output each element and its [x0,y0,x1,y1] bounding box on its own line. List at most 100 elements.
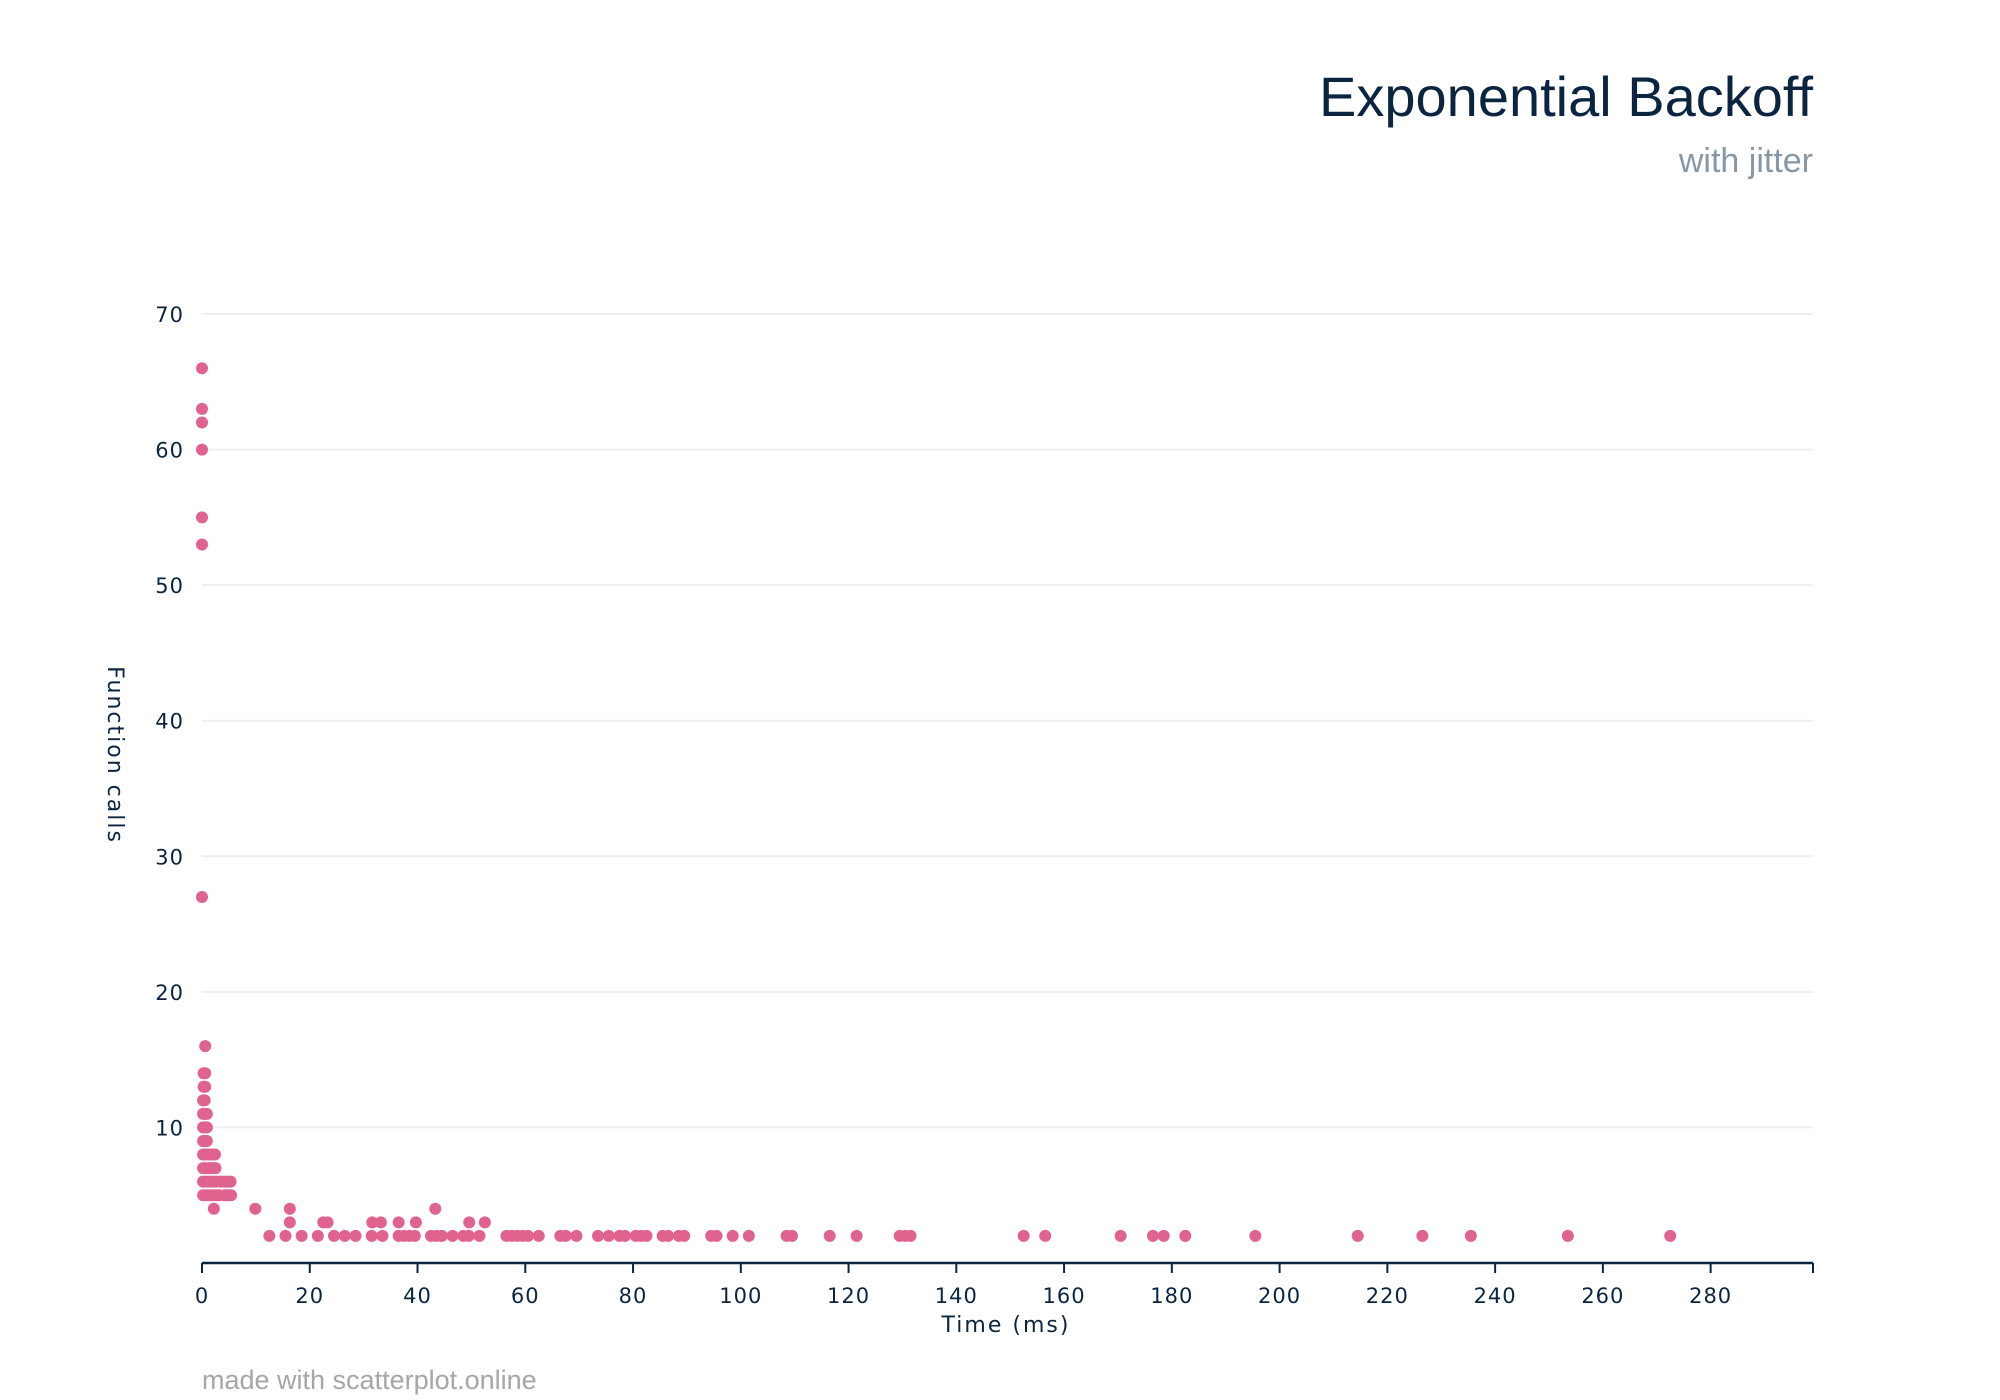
data-point [199,1080,212,1093]
data-point [376,1229,389,1242]
data-point [618,1229,631,1242]
data-point [196,511,208,524]
x-tick-labels: 0 20 40 60 80 100 120 140 160 180 200 220 240 260 280 [195,1263,1732,1308]
data-point [1146,1229,1159,1242]
data-point [196,402,208,415]
data-point [295,1229,308,1242]
data-point [662,1229,675,1242]
data-point [392,1216,405,1229]
x-tick-label: 80 [619,1284,648,1308]
data-point [199,1040,212,1053]
axes [202,1261,1814,1273]
y-axis-label: Function calls [102,666,127,844]
data-point [710,1229,723,1242]
data-point [208,1148,221,1161]
chart-title: Exponential Backoff [1319,65,1813,128]
data-point [1179,1229,1192,1242]
data-point [1017,1229,1030,1242]
data-point [462,1229,475,1242]
data-point [224,1175,237,1188]
data-point [338,1229,351,1242]
data-point [366,1216,379,1229]
data-point [225,1189,238,1202]
data-point [207,1202,220,1215]
x-tick-label: 60 [511,1284,540,1308]
data-point [349,1229,362,1242]
x-tick-label: 0 [195,1284,209,1308]
data-point [1416,1229,1429,1242]
data-point [463,1216,476,1229]
data-point [196,362,208,375]
data-point [409,1216,422,1229]
y-tick-label: 10 [155,1116,184,1140]
data-point [198,1094,211,1107]
data-point [196,443,208,456]
data-point [1561,1229,1574,1242]
x-tick-label: 240 [1474,1284,1517,1308]
x-tick-label: 160 [1043,1284,1086,1308]
x-tick-label: 20 [295,1284,324,1308]
data-point [321,1216,334,1229]
data-point [311,1229,324,1242]
y-tick-labels: 10 20 30 40 50 60 70 [155,303,184,1140]
data-point [850,1229,863,1242]
data-point [678,1229,691,1242]
x-tick-label: 180 [1150,1284,1193,1308]
data-point [559,1229,572,1242]
data-point [823,1229,836,1242]
data-point [249,1202,262,1215]
y-tick-label: 30 [155,845,184,869]
data-point [742,1229,755,1242]
y-tick-label: 70 [155,303,184,327]
data-point [200,1134,213,1147]
x-tick-label: 280 [1689,1284,1732,1308]
data-point [199,1067,212,1080]
x-axis-label: Time (ms) [941,1313,1071,1338]
x-tick-label: 100 [719,1284,762,1308]
data-point [1664,1229,1677,1242]
data-point [570,1229,583,1242]
data-point [1464,1229,1477,1242]
data-point [785,1229,798,1242]
x-tick-label: 220 [1366,1284,1409,1308]
data-point [592,1229,605,1242]
y-tick-label: 40 [155,710,184,734]
data-point [279,1229,292,1242]
data-point [726,1229,739,1242]
x-tick-label: 120 [827,1284,870,1308]
data-point [283,1202,296,1215]
data-point [365,1229,378,1242]
data-point [521,1229,534,1242]
y-tick-label: 20 [155,981,184,1005]
data-point [374,1216,387,1229]
data-point [532,1229,545,1242]
data-point [473,1229,486,1242]
data-point [200,1107,213,1120]
data-point [200,1121,213,1134]
data-point [408,1229,421,1242]
data-point [1039,1229,1052,1242]
data-point [1351,1229,1364,1242]
data-point [283,1216,296,1229]
data-point [1249,1229,1262,1242]
x-tick-label: 260 [1581,1284,1624,1308]
x-tick-label: 200 [1258,1284,1301,1308]
data-point [602,1229,615,1242]
data-point [263,1229,276,1242]
data-point [640,1229,653,1242]
x-tick-label: 140 [935,1284,978,1308]
data-point [196,416,208,429]
x-tick-label: 40 [403,1284,432,1308]
data-point [1114,1229,1127,1242]
data-points [196,362,1677,1242]
data-point [446,1229,459,1242]
chart-subtitle: with jitter [1678,142,1813,180]
gridlines [202,313,1813,1129]
data-point [328,1229,341,1242]
y-tick-label: 60 [155,439,184,463]
data-point [196,890,208,903]
data-point [904,1229,917,1242]
data-point [478,1216,491,1229]
